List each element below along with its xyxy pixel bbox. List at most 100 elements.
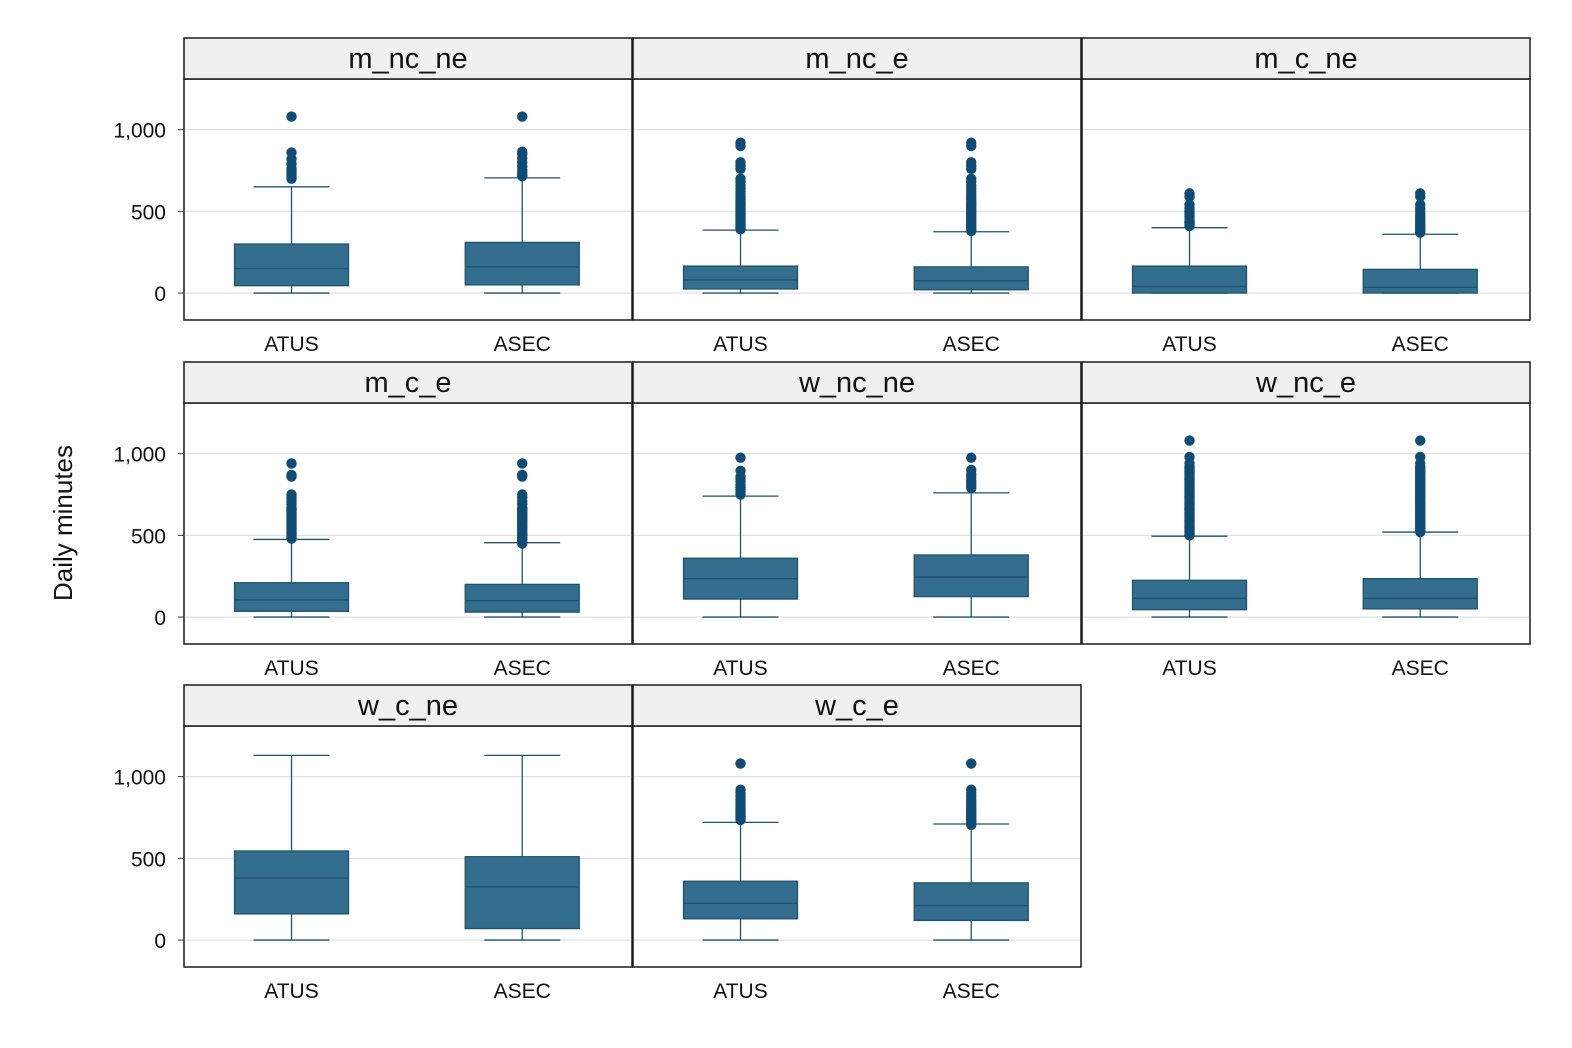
facet-panel-m_nc_ne: m_nc_ne 0 500 1,000 ATUS ASEC — [113, 37, 633, 356]
x-tick-label-asec: ASEC — [943, 980, 1000, 1003]
outlier-point — [1415, 451, 1426, 463]
iqr-box — [1131, 265, 1248, 294]
facet-title: w_nc_ne — [798, 367, 915, 399]
facet-panel-m_nc_e: m_nc_e ATUS ASEC — [632, 37, 1082, 356]
outlier-point — [735, 452, 746, 463]
facet-panel-w_nc_e: w_nc_e ATUS ASEC — [1081, 361, 1531, 680]
outlier-point — [1184, 451, 1195, 463]
outlier-point — [517, 146, 528, 157]
outlier-point — [286, 489, 297, 500]
outlier-point — [735, 784, 746, 795]
outlier-point — [517, 469, 528, 481]
iqr-box — [1362, 577, 1478, 610]
y-tick-label: 500 — [131, 848, 166, 871]
outlier-point — [1184, 199, 1195, 211]
box-asec: ASEC — [1362, 435, 1478, 680]
outlier-point — [966, 173, 977, 184]
facet-panel-w_nc_ne: w_nc_ne ATUS ASEC — [632, 361, 1082, 680]
outlier-point — [1415, 435, 1426, 446]
y-tick-label: 0 — [154, 607, 166, 630]
outlier-point — [735, 758, 746, 769]
outlier-point — [517, 489, 528, 500]
box-atus: ATUS — [1131, 435, 1248, 680]
panel-frame — [632, 402, 1082, 645]
x-tick-label-atus: ATUS — [1162, 333, 1216, 356]
y-tick-label: 0 — [154, 283, 166, 306]
iqr-box — [1362, 268, 1478, 294]
facet-strip — [632, 37, 1082, 80]
x-tick-label-atus: ATUS — [713, 657, 767, 680]
iqr-box — [233, 243, 350, 287]
x-tick-label-atus: ATUS — [264, 333, 318, 356]
facet-strip — [1081, 37, 1531, 80]
iqr-box — [913, 882, 1029, 922]
x-tick-label-atus: ATUS — [264, 980, 318, 1003]
outlier-point — [1415, 199, 1426, 211]
facet-title: w_nc_e — [1255, 367, 1356, 399]
y-tick-label: 1,000 — [113, 120, 166, 143]
outlier-point — [735, 173, 746, 184]
x-tick-label-asec: ASEC — [494, 980, 551, 1003]
facet-title: m_c_ne — [1254, 43, 1357, 75]
outlier-point — [966, 157, 977, 168]
outlier-point — [286, 147, 297, 158]
iqr-box — [464, 583, 580, 613]
y-axis-label: Daily minutes — [48, 445, 78, 601]
box-asec: ASEC — [913, 452, 1029, 680]
box-atus: ATUS — [233, 754, 350, 1003]
box-asec: ASEC — [464, 458, 580, 680]
x-tick-label-atus: ATUS — [264, 657, 318, 680]
facet-title: m_nc_ne — [348, 43, 467, 75]
x-tick-label-asec: ASEC — [494, 657, 551, 680]
panel-frame — [632, 725, 1082, 968]
facet-strip — [183, 361, 633, 404]
outlier-point — [517, 458, 528, 469]
outlier-point — [966, 464, 977, 476]
outlier-point — [286, 469, 297, 481]
box-atus: ATUS — [682, 452, 799, 680]
y-tick-label: 500 — [131, 201, 166, 224]
outlier-point — [966, 758, 977, 769]
outlier-point — [286, 111, 297, 122]
iqr-box — [233, 582, 350, 612]
outlier-point — [735, 465, 746, 477]
x-tick-label-atus: ATUS — [1162, 657, 1216, 680]
iqr-box — [233, 850, 350, 915]
y-tick-label: 1,000 — [113, 767, 166, 790]
iqr-box — [913, 266, 1029, 291]
outlier-point — [966, 137, 977, 148]
box-atus: ATUS — [682, 137, 799, 356]
outlier-point — [735, 157, 746, 168]
outlier-point — [1415, 188, 1426, 199]
y-tick-label: 500 — [131, 525, 166, 548]
outlier-point — [286, 458, 297, 469]
box-asec: ASEC — [464, 111, 580, 356]
box-atus: ATUS — [233, 111, 350, 356]
facet-strip — [632, 684, 1082, 727]
box-atus: ATUS — [682, 758, 799, 1003]
facet-panel-m_c_ne: m_c_ne ATUS ASEC — [1081, 37, 1531, 356]
facet-strip — [183, 37, 633, 80]
iqr-box — [682, 880, 799, 920]
x-tick-label-atus: ATUS — [713, 333, 767, 356]
x-tick-label-asec: ASEC — [943, 333, 1000, 356]
facet-title: w_c_e — [814, 690, 899, 722]
box-asec: ASEC — [464, 754, 580, 1003]
outlier-point — [966, 452, 977, 463]
outlier-point — [517, 111, 528, 122]
box-atus: ATUS — [233, 458, 350, 680]
facet-panel-m_c_e: m_c_e 0 500 1,000 ATUS ASEC — [113, 361, 633, 680]
x-tick-label-asec: ASEC — [1392, 657, 1449, 680]
y-tick-label: 1,000 — [113, 444, 166, 467]
facet-title: w_c_ne — [357, 690, 458, 722]
facet-panel-w_c_e: w_c_e ATUS ASEC — [632, 684, 1082, 1003]
facet-strip — [632, 361, 1082, 404]
x-tick-label-atus: ATUS — [713, 980, 767, 1003]
x-tick-label-asec: ASEC — [494, 333, 551, 356]
facet-title: m_nc_e — [805, 43, 908, 75]
x-tick-label-asec: ASEC — [943, 657, 1000, 680]
iqr-box — [682, 265, 799, 290]
